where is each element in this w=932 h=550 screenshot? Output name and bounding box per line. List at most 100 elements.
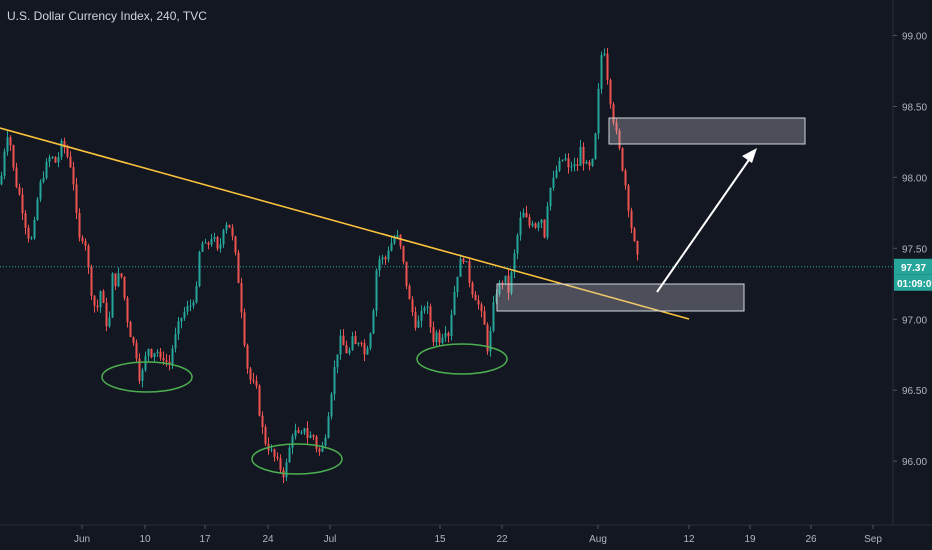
demand-zone-box[interactable] (496, 283, 745, 312)
swing-low-ellipse-1[interactable] (101, 361, 193, 393)
candle-body (222, 229, 225, 245)
y-tick-label: 99.00 (902, 31, 927, 42)
candle-body (501, 282, 504, 284)
candle-body (531, 223, 534, 226)
last-price-tag: 97.37 01:09:09 (894, 258, 932, 291)
candle-body (150, 349, 153, 358)
candle-body (195, 286, 198, 303)
candle-body (411, 299, 414, 313)
candle-body (633, 228, 636, 242)
candle-body (414, 312, 417, 328)
candle-body (291, 436, 294, 448)
candle-body (582, 146, 585, 164)
candle-body (198, 251, 201, 287)
time-axis[interactable]: Jun 10 17 24 Jul 15 22 Aug 12 19 26 Sep (74, 525, 882, 545)
candle-body (606, 53, 609, 80)
candle-body (300, 432, 303, 434)
candle-body (177, 321, 180, 335)
candle-body (78, 212, 81, 238)
candle-body (84, 241, 87, 246)
candle-body (48, 157, 51, 162)
candle-body (492, 302, 495, 331)
candle-body (363, 343, 366, 355)
candle-body (510, 272, 513, 293)
candle-body (339, 335, 342, 355)
price-axis[interactable]: 99.00 98.50 98.00 97.50 97.00 96.50 96.00 (893, 31, 927, 468)
candle-body (441, 337, 444, 343)
candle-body (249, 368, 252, 380)
candle-body (432, 327, 435, 343)
candle-body (231, 227, 234, 237)
x-tick-label: Aug (589, 534, 607, 545)
candle-body (384, 257, 387, 260)
candlestick-series (0, 47, 639, 484)
candle-body (6, 137, 9, 152)
x-tick-label: 22 (496, 534, 508, 545)
candle-body (57, 156, 60, 163)
candle-body (546, 206, 549, 238)
candle-body (171, 348, 174, 365)
candle-body (354, 336, 357, 345)
candle-body (612, 104, 615, 123)
projection-arrow[interactable] (656, 153, 754, 293)
candle-body (423, 307, 426, 312)
candle-body (102, 291, 105, 303)
candle-body (591, 159, 594, 166)
candle-body (585, 161, 588, 164)
candle-body (453, 291, 456, 315)
trendline[interactable] (0, 127, 690, 320)
candle-body (165, 360, 168, 362)
y-tick-label: 96.00 (902, 457, 927, 468)
candle-body (21, 194, 24, 214)
candle-body (600, 55, 603, 89)
candle-body (96, 305, 99, 308)
candle-body (297, 430, 300, 433)
candle-body (234, 236, 237, 253)
candle-body (159, 351, 162, 358)
candle-body (210, 239, 213, 245)
candle-body (255, 381, 258, 386)
candle-body (24, 213, 27, 228)
candle-body (438, 332, 441, 343)
candle-body (129, 321, 132, 338)
candle-body (72, 167, 75, 185)
candle-body (60, 140, 63, 157)
candle-body (462, 258, 465, 262)
candle-body (258, 385, 261, 416)
candle-body (264, 426, 267, 444)
candle-body (75, 184, 78, 213)
candle-body (390, 243, 393, 251)
candle-body (237, 252, 240, 283)
candle-body (498, 282, 501, 295)
candle-body (429, 306, 432, 328)
candle-body (522, 212, 525, 218)
candle-body (342, 335, 345, 346)
bar-countdown-label: 01:09:09 (897, 279, 932, 290)
candle-body (0, 175, 3, 185)
candle-body (525, 212, 528, 218)
x-tick-label: Sep (864, 534, 882, 545)
supply-zone-box[interactable] (608, 117, 806, 145)
candle-body (336, 354, 339, 368)
candle-body (450, 314, 453, 336)
candle-body (219, 244, 222, 249)
candle-body (630, 210, 633, 229)
candle-body (372, 310, 375, 334)
candle-body (192, 302, 195, 306)
candle-body (357, 343, 360, 345)
x-tick-label: Jun (74, 534, 90, 545)
swing-low-ellipse-3[interactable] (416, 343, 508, 375)
candle-body (513, 253, 516, 273)
candle-body (144, 356, 147, 371)
candle-body (240, 282, 243, 313)
candle-body (603, 53, 606, 56)
candle-body (615, 122, 618, 131)
x-tick-label: 15 (434, 534, 446, 545)
candle-body (186, 306, 189, 312)
candle-body (228, 224, 231, 228)
candle-body (324, 437, 327, 446)
candle-body (66, 147, 69, 157)
swing-low-ellipse-2[interactable] (251, 443, 343, 475)
candle-body (618, 130, 621, 149)
